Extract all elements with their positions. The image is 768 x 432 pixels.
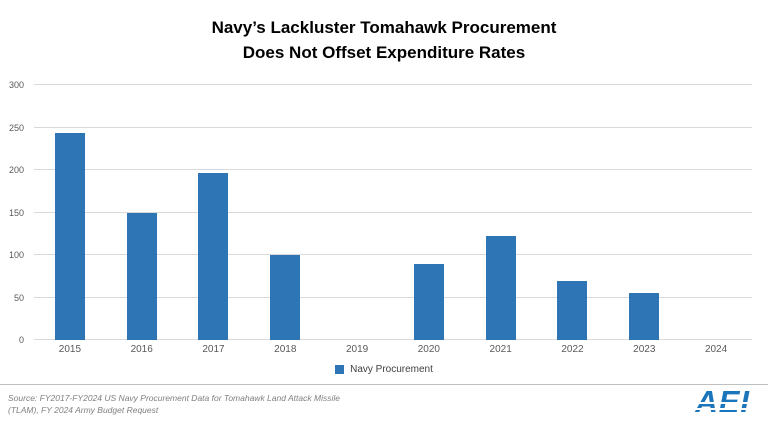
bars-row [34,85,752,340]
gridline [34,84,752,85]
bar-slot [321,85,393,340]
bar-slot [608,85,680,340]
legend: Navy Procurement [0,364,768,375]
y-axis: 0 50 100 150 200 250 300 [0,80,28,345]
y-tick-label: 200 [8,165,24,175]
x-tick-label: 2022 [561,344,584,355]
y-tick-label: 50 [13,292,24,303]
x-tick-label: 2015 [58,344,82,355]
x-tick-label: 2017 [202,344,225,355]
aei-logo-stripe [691,402,754,404]
legend-marker-square [335,365,345,374]
source-note: Source: FY2017-FY2024 US Navy Procuremen… [8,392,340,417]
bar-slot [249,85,321,340]
x-tick-label: 2020 [417,344,440,355]
chart-title: Navy’s Lackluster Tomahawk Procurement D… [0,16,768,65]
x-tick-label: 2023 [633,344,656,355]
gridline [34,254,752,255]
bar-slot [537,85,609,340]
y-tick-label: 0 [18,335,24,345]
aei-logo-stripe [691,408,754,410]
bar-2022 [557,280,588,340]
bar-2020 [413,263,444,340]
x-tick-label: 2018 [274,344,297,355]
bar-2021 [485,236,516,340]
y-tick-label: 250 [8,122,24,133]
source-note-line-1: Source: FY2017-FY2024 US Navy Procuremen… [8,393,340,403]
gridline [34,296,752,298]
source-note-line-2: (TLAM), FY 2024 Army Budget Request [8,405,159,416]
x-axis: 2015 2016 2017 2018 2019 2020 2021 2022 2023 2024 [34,344,752,355]
plot-area [34,84,752,340]
bar-2018 [270,255,301,340]
gridline [34,126,752,128]
x-tick-label: 2016 [130,344,153,355]
chart-title-line-1: Navy’s Lackluster Tomahawk Procurement [211,18,557,37]
x-tick-label: 2021 [489,344,512,355]
y-tick-label: 300 [8,80,24,90]
chart-title-line-2: Does Not Offset Expenditure Rates [242,42,526,62]
aei-logo: AEI [691,384,754,419]
legend-label: Navy Procurement [350,364,433,375]
bar-slot [680,85,752,340]
bar-slot [178,85,250,340]
bar-slot [393,85,465,340]
x-tick-label: 2024 [704,344,728,355]
bar-2017 [198,173,229,340]
gridline [34,169,752,170]
aei-logo-text: AEI [695,384,750,419]
y-tick-label: 150 [8,207,24,218]
gridline [34,211,752,213]
bar-2016 [126,213,157,340]
y-tick-label: 100 [8,250,24,260]
bar-2023 [629,293,660,340]
footer-divider [0,384,768,385]
bar-slot [106,85,178,340]
x-tick-label: 2019 [345,344,369,355]
bar-2015 [54,133,85,340]
bar-slot [34,85,106,340]
bar-slot [465,85,537,340]
gridline [34,339,752,340]
